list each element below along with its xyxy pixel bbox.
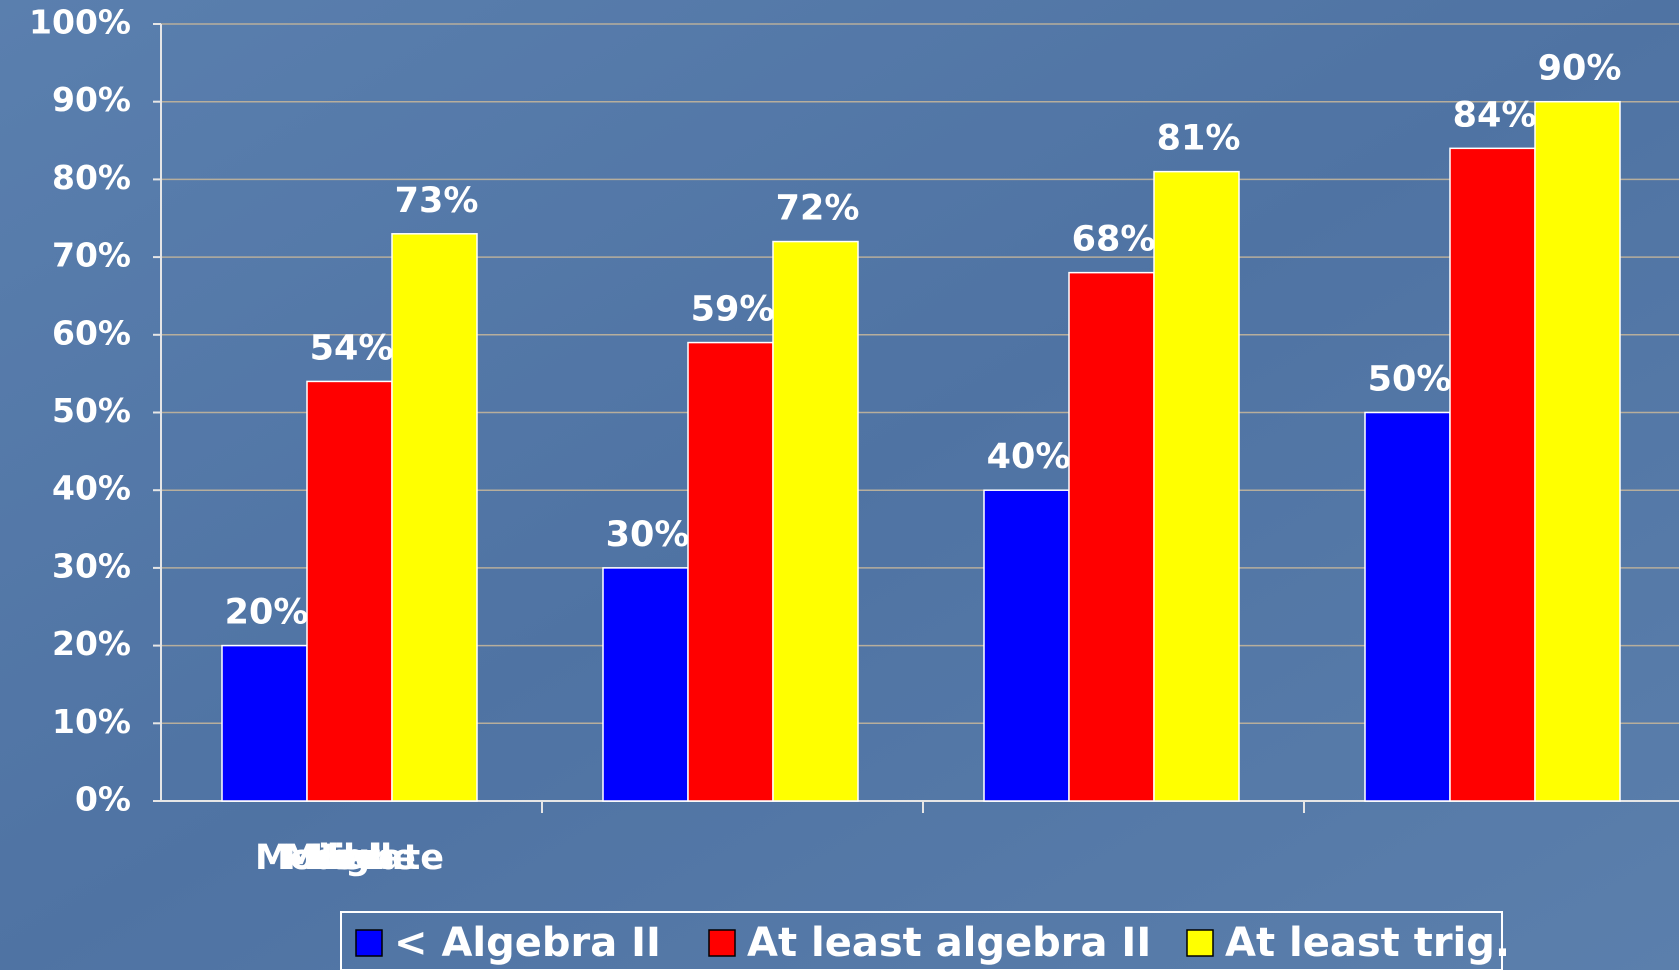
legend-label: At least algebra II bbox=[747, 920, 1151, 966]
y-tick-label: 100% bbox=[29, 3, 131, 42]
value-label: 54% bbox=[310, 328, 394, 368]
bar bbox=[1534, 100, 1621, 802]
y-tick-label: 30% bbox=[52, 546, 131, 585]
x-tick-label: Moderate bbox=[255, 838, 444, 878]
legend-box bbox=[340, 911, 1503, 970]
value-label: 20% bbox=[225, 593, 309, 633]
bar bbox=[1364, 411, 1451, 802]
x-tick-label: Low bbox=[310, 838, 389, 878]
bar bbox=[391, 233, 478, 802]
value-label: 72% bbox=[776, 189, 860, 229]
y-tick-label: 10% bbox=[52, 702, 131, 741]
bar bbox=[1153, 170, 1240, 802]
value-label: 30% bbox=[606, 515, 690, 555]
y-tick-label: 90% bbox=[52, 80, 131, 119]
y-tick-label: 0% bbox=[75, 780, 131, 819]
legend-swatch bbox=[355, 929, 383, 957]
y-tick-label: 20% bbox=[52, 624, 131, 663]
bar bbox=[1068, 271, 1155, 802]
bar bbox=[772, 240, 859, 802]
legend-swatch bbox=[708, 929, 736, 957]
bar bbox=[1449, 147, 1536, 802]
value-label: 73% bbox=[395, 181, 479, 221]
bar bbox=[221, 644, 308, 802]
y-tick-label: 40% bbox=[52, 469, 131, 508]
value-label: 68% bbox=[1072, 220, 1156, 260]
x-tick-label: Middle bbox=[283, 838, 416, 878]
legend-label: < Algebra II bbox=[394, 920, 661, 966]
legend-swatch bbox=[1186, 929, 1214, 957]
value-label: 50% bbox=[1368, 360, 1452, 400]
y-tick-label: 80% bbox=[52, 158, 131, 197]
legend-label: At least trig. bbox=[1225, 920, 1510, 966]
bar bbox=[602, 567, 689, 802]
value-label: 84% bbox=[1453, 95, 1537, 135]
bar bbox=[687, 341, 774, 802]
y-tick-label: 50% bbox=[52, 391, 131, 430]
bar bbox=[983, 489, 1070, 802]
value-label: 59% bbox=[691, 290, 775, 330]
y-tick-label: 70% bbox=[52, 236, 131, 275]
x-tick-label: High bbox=[304, 838, 395, 878]
value-label: 40% bbox=[987, 437, 1071, 477]
y-tick-label: 60% bbox=[52, 313, 131, 352]
value-label: 90% bbox=[1538, 49, 1622, 89]
value-label: 81% bbox=[1157, 119, 1241, 159]
bar bbox=[306, 380, 393, 802]
